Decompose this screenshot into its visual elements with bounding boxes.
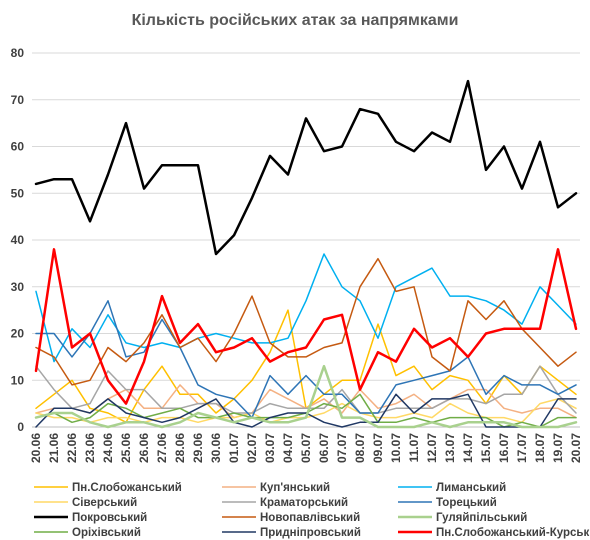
x-tick-label: 04.07 — [281, 433, 295, 463]
series-line — [34, 364, 578, 429]
x-tick-label: 30.06 — [209, 433, 223, 463]
y-tick-label: 20 — [11, 327, 25, 341]
x-tick-label: 27.06 — [155, 433, 169, 463]
legend-label: Придніпровський — [260, 527, 361, 539]
series-line — [35, 300, 577, 419]
x-tick-label: 06.07 — [317, 433, 331, 463]
legend-label: Сіверський — [72, 497, 137, 509]
y-tick-label: 0 — [17, 420, 24, 434]
x-tick-label: 28.06 — [173, 433, 187, 463]
x-tick-label: 17.07 — [515, 433, 529, 463]
x-tick-label: 05.07 — [299, 433, 313, 463]
series-line — [35, 257, 577, 386]
x-tick-label: 20.06 — [29, 433, 43, 463]
y-tick-label: 80 — [11, 46, 25, 60]
legend-label: Куп'янський — [260, 482, 330, 494]
y-tick-label: 30 — [11, 280, 25, 294]
x-tick-label: 21.06 — [47, 433, 61, 463]
x-tick-label: 02.07 — [245, 433, 259, 463]
x-tick-label: 29.06 — [191, 433, 205, 463]
legend-label: Покровський — [72, 512, 147, 524]
series-line — [34, 248, 578, 405]
legend-label: Пн.Слобожанський — [72, 482, 182, 494]
x-tick-label: 20.07 — [569, 433, 583, 463]
x-tick-label: 03.07 — [263, 433, 277, 463]
y-tick-label: 10 — [11, 373, 25, 387]
x-tick-label: 16.07 — [497, 433, 511, 463]
x-tick-label: 09.07 — [371, 433, 385, 463]
x-tick-label: 12.07 — [425, 433, 439, 463]
legend-label: Краматорський — [260, 497, 348, 509]
series-line — [35, 253, 577, 363]
x-tick-label: 18.07 — [533, 433, 547, 463]
x-tick-label: 24.06 — [101, 433, 115, 463]
x-tick-label: 01.07 — [227, 433, 241, 463]
y-tick-label: 60 — [11, 140, 25, 154]
y-tick-label: 50 — [11, 186, 25, 200]
x-tick-label: 15.07 — [479, 433, 493, 463]
x-tick-label: 10.07 — [389, 433, 403, 463]
legend-label: Новопавлівський — [260, 512, 360, 524]
x-tick-label: 11.07 — [407, 433, 421, 463]
legend-label: Торецький — [436, 497, 497, 509]
x-tick-label: 25.06 — [119, 433, 133, 463]
series-line — [34, 79, 578, 256]
legend-label: Гуляйпільський — [436, 512, 527, 524]
series-line — [35, 365, 577, 414]
legend-label: Пн.Слобожанський-Курський — [436, 527, 590, 539]
x-tick-label: 13.07 — [443, 433, 457, 463]
legend-label: Лиманський — [436, 482, 506, 494]
x-tick-label: 19.07 — [551, 433, 565, 463]
y-tick-label: 70 — [11, 93, 25, 107]
x-tick-label: 08.07 — [353, 433, 367, 463]
x-tick-label: 22.06 — [65, 433, 79, 463]
x-tick-label: 07.07 — [335, 433, 349, 463]
x-tick-label: 14.07 — [461, 433, 475, 463]
y-tick-label: 40 — [11, 233, 25, 247]
series-line — [35, 393, 577, 428]
x-tick-label: 26.06 — [137, 433, 151, 463]
legend-label: Оріхівський — [72, 527, 141, 539]
x-tick-label: 23.06 — [83, 433, 97, 463]
chart-title: Кількість російських атак за напрямками — [131, 12, 459, 29]
